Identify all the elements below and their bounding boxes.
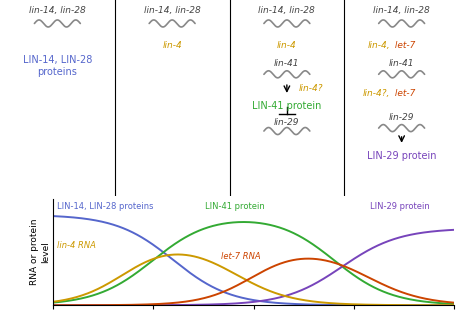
Text: lin-14, lin-28: lin-14, lin-28 [29, 6, 86, 15]
Text: let-7 RNA: let-7 RNA [221, 252, 261, 261]
Text: LIN-29 protein: LIN-29 protein [370, 202, 430, 211]
Text: lin-4?,: lin-4?, [363, 89, 390, 98]
Text: LIN-41 protein: LIN-41 protein [252, 101, 322, 111]
Text: LIN-14, LIN-28 proteins: LIN-14, LIN-28 proteins [57, 202, 153, 211]
Text: let-7: let-7 [392, 89, 416, 98]
Text: lin-14, lin-28: lin-14, lin-28 [144, 6, 201, 15]
Text: let-7: let-7 [392, 41, 416, 50]
Text: lin-29: lin-29 [389, 114, 414, 122]
Y-axis label: RNA or protein
level: RNA or protein level [30, 219, 50, 285]
Text: LIN-41 protein: LIN-41 protein [206, 202, 265, 211]
Text: lin-4: lin-4 [277, 41, 297, 50]
Text: LIN-14, LIN-28
proteins: LIN-14, LIN-28 proteins [22, 55, 92, 77]
Text: lin-4 RNA: lin-4 RNA [57, 241, 95, 250]
Text: lin-4,: lin-4, [368, 41, 390, 50]
Text: lin-41: lin-41 [389, 59, 414, 68]
Text: LIN-29 protein: LIN-29 protein [367, 151, 437, 161]
Text: lin-4?: lin-4? [298, 84, 323, 93]
Text: lin-4: lin-4 [162, 41, 182, 50]
Text: lin-14, lin-28: lin-14, lin-28 [373, 6, 430, 15]
Text: lin-29: lin-29 [274, 118, 300, 127]
Text: lin-14, lin-28: lin-14, lin-28 [258, 6, 315, 15]
Text: lin-41: lin-41 [274, 59, 300, 68]
